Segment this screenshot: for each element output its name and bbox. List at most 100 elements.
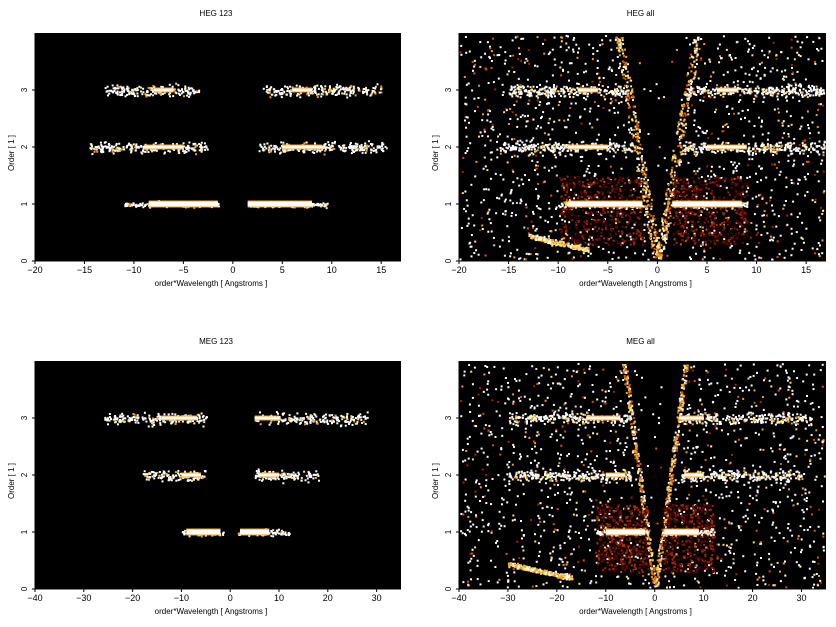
pixel bbox=[678, 229, 681, 232]
pixel bbox=[576, 143, 579, 146]
pixel bbox=[667, 225, 670, 228]
pixel bbox=[645, 181, 648, 184]
pixel bbox=[573, 194, 576, 197]
pixel bbox=[579, 247, 582, 250]
pixel bbox=[516, 248, 519, 251]
pixel bbox=[621, 149, 624, 152]
pixel bbox=[525, 120, 528, 123]
pixel bbox=[671, 193, 673, 196]
pixel bbox=[473, 72, 476, 75]
pixel bbox=[539, 101, 542, 104]
pixel bbox=[669, 194, 672, 197]
pixel bbox=[698, 239, 700, 241]
pixel bbox=[96, 150, 99, 153]
pixel bbox=[299, 96, 302, 99]
pixel bbox=[708, 211, 711, 214]
pixel bbox=[715, 243, 718, 246]
pixel bbox=[670, 204, 673, 207]
pixel bbox=[717, 225, 720, 228]
pixel bbox=[723, 185, 726, 188]
pixel bbox=[664, 219, 666, 222]
pixel bbox=[693, 41, 696, 44]
pixel bbox=[591, 217, 594, 220]
pixel bbox=[168, 83, 171, 86]
pixel bbox=[623, 73, 626, 76]
pixel bbox=[556, 222, 558, 225]
pixel bbox=[802, 140, 805, 143]
pixel bbox=[529, 145, 532, 148]
pixel bbox=[532, 118, 535, 121]
pixel bbox=[285, 143, 288, 146]
pixel bbox=[140, 204, 143, 207]
pixel bbox=[709, 96, 712, 99]
pixel bbox=[559, 206, 562, 208]
pixel bbox=[576, 56, 579, 59]
pixel bbox=[689, 79, 692, 82]
pixel bbox=[675, 49, 678, 51]
pixel bbox=[527, 49, 530, 52]
pixel bbox=[676, 215, 679, 218]
pixel bbox=[738, 100, 740, 103]
pixel bbox=[743, 209, 746, 212]
pixel bbox=[303, 150, 306, 153]
pixel bbox=[678, 162, 681, 165]
pixel bbox=[629, 216, 632, 219]
pixel bbox=[687, 233, 689, 236]
pixel bbox=[819, 219, 822, 222]
pixel bbox=[568, 216, 570, 219]
pixel bbox=[812, 94, 815, 97]
pixel bbox=[713, 217, 716, 220]
pixel bbox=[496, 140, 498, 143]
pixel bbox=[700, 143, 703, 146]
pixel bbox=[608, 66, 611, 69]
pixel bbox=[281, 88, 284, 91]
pixel bbox=[505, 146, 508, 149]
pixel bbox=[669, 222, 672, 225]
pixel bbox=[547, 147, 550, 150]
pixel bbox=[587, 195, 590, 198]
pixel bbox=[519, 148, 522, 151]
pixel bbox=[756, 181, 759, 183]
pixel bbox=[549, 93, 552, 96]
pixel bbox=[316, 149, 319, 152]
pixel bbox=[566, 175, 569, 178]
pixel bbox=[547, 53, 550, 56]
pixel bbox=[602, 106, 605, 109]
pixel bbox=[581, 224, 584, 226]
pixel bbox=[538, 104, 541, 107]
pixel bbox=[641, 169, 644, 171]
pixel bbox=[621, 212, 624, 215]
pixel bbox=[623, 149, 626, 152]
pixel bbox=[708, 233, 711, 236]
pixel bbox=[184, 85, 187, 88]
pixel bbox=[567, 71, 570, 74]
pixel bbox=[320, 89, 323, 92]
pixel bbox=[619, 209, 622, 212]
pixel bbox=[516, 84, 519, 87]
pixel bbox=[766, 232, 769, 235]
pixel bbox=[720, 177, 723, 179]
pixel bbox=[119, 94, 122, 96]
pixel bbox=[343, 92, 346, 95]
pixel bbox=[328, 85, 331, 88]
pixel bbox=[579, 231, 582, 234]
pixel bbox=[639, 232, 642, 235]
pixel bbox=[564, 215, 567, 218]
pixel bbox=[803, 175, 806, 178]
pixel bbox=[489, 57, 491, 60]
pixel bbox=[554, 156, 557, 159]
pixel bbox=[713, 173, 716, 176]
pixel bbox=[758, 116, 760, 119]
pixel bbox=[625, 98, 628, 101]
pixel bbox=[660, 257, 663, 260]
pixel bbox=[356, 143, 359, 146]
pixel bbox=[627, 238, 630, 241]
pixel bbox=[709, 75, 712, 78]
pixel bbox=[712, 195, 715, 198]
pixel bbox=[639, 237, 642, 240]
pixel bbox=[755, 224, 758, 227]
pixel bbox=[113, 90, 116, 92]
pixel bbox=[367, 89, 370, 92]
pixel bbox=[701, 210, 703, 213]
pixel bbox=[804, 194, 806, 197]
